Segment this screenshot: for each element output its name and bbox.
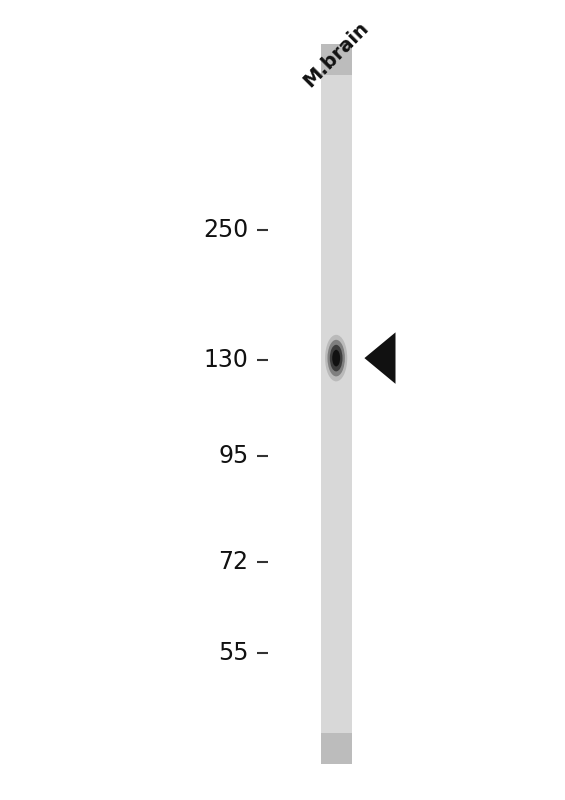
- Text: 130: 130: [204, 349, 249, 373]
- Bar: [321, 44, 351, 75]
- Bar: [321, 44, 351, 764]
- Ellipse shape: [332, 350, 340, 366]
- Bar: [321, 733, 351, 764]
- Text: 95: 95: [218, 443, 249, 467]
- Text: 250: 250: [203, 218, 249, 242]
- Ellipse shape: [325, 335, 347, 382]
- Text: 55: 55: [218, 642, 249, 666]
- Ellipse shape: [328, 340, 345, 376]
- Text: 72: 72: [219, 550, 249, 574]
- Polygon shape: [364, 332, 396, 384]
- Ellipse shape: [330, 345, 342, 371]
- Text: M.brain: M.brain: [300, 18, 373, 91]
